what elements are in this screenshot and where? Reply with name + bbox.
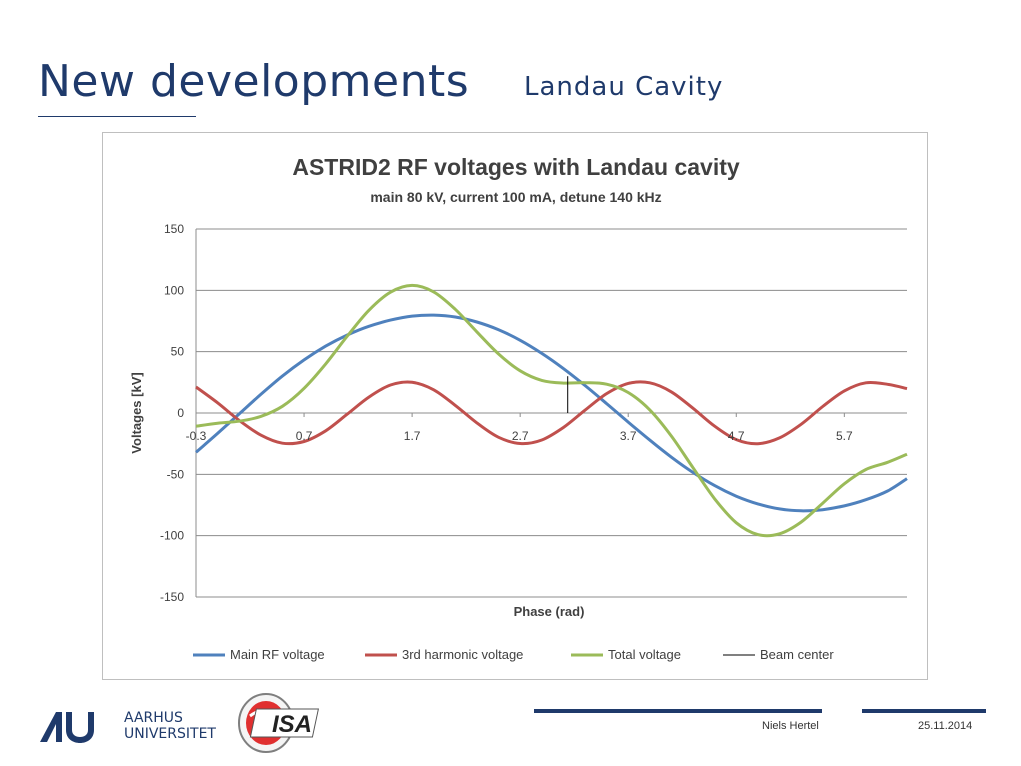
isa-logo: ISA bbox=[236, 692, 328, 759]
chart-frame: ASTRID2 RF voltages with Landau cavity m… bbox=[102, 132, 928, 680]
institution-line-2: UNIVERSITET bbox=[124, 726, 216, 742]
x-tick-label: 1.7 bbox=[404, 429, 421, 443]
y-tick-label: 50 bbox=[171, 345, 185, 359]
y-tick-label: -150 bbox=[160, 590, 184, 604]
footer-date: 25.11.2014 bbox=[918, 720, 973, 732]
chart-subtitle: main 80 kV, current 100 mA, detune 140 k… bbox=[370, 189, 661, 205]
rf-voltage-chart: ASTRID2 RF voltages with Landau cavity m… bbox=[129, 154, 908, 662]
legend-label-beam-center: Beam center bbox=[760, 647, 834, 662]
x-tick-label: 3.7 bbox=[620, 429, 637, 443]
y-tick-label: 0 bbox=[177, 406, 184, 420]
y-tick-label: -50 bbox=[167, 467, 185, 481]
x-tick-label: 4.7 bbox=[728, 429, 745, 443]
chart-title: ASTRID2 RF voltages with Landau cavity bbox=[292, 154, 740, 180]
series-line-main-rf-voltage bbox=[195, 313, 908, 513]
series-line-3rd-harmonic-voltage bbox=[195, 380, 908, 446]
y-tick-label: 100 bbox=[164, 283, 184, 297]
x-tick-label: 0.7 bbox=[296, 429, 313, 443]
legend-label-total-voltage: Total voltage bbox=[608, 647, 681, 662]
title-underline bbox=[38, 116, 196, 117]
aarhus-university-name: AARHUS UNIVERSITET bbox=[124, 710, 216, 742]
series-line-total-voltage bbox=[195, 283, 908, 538]
isa-logo-text: ISA bbox=[272, 711, 312, 738]
x-tick-label: 5.7 bbox=[836, 429, 853, 443]
aarhus-university-logo bbox=[38, 708, 108, 749]
institution-line-1: AARHUS bbox=[124, 710, 183, 726]
legend-label-main-rf-voltage: Main RF voltage bbox=[230, 647, 325, 662]
footer-author: Niels Hertel bbox=[762, 720, 819, 732]
x-axis-label: Phase (rad) bbox=[514, 604, 585, 619]
slide-subtitle: Landau Cavity bbox=[524, 72, 724, 102]
legend-label-3rd-harmonic-voltage: 3rd harmonic voltage bbox=[402, 647, 523, 662]
x-tick-label: 2.7 bbox=[512, 429, 529, 443]
y-tick-label: 150 bbox=[164, 222, 184, 236]
slide-title: New developments bbox=[38, 56, 470, 107]
footer-bar-left bbox=[534, 709, 822, 713]
x-tick-label: -0.3 bbox=[186, 429, 207, 443]
y-axis-label: Voltages [kV] bbox=[129, 372, 144, 453]
footer-bar-right bbox=[862, 709, 986, 713]
y-tick-label: -100 bbox=[160, 529, 184, 543]
